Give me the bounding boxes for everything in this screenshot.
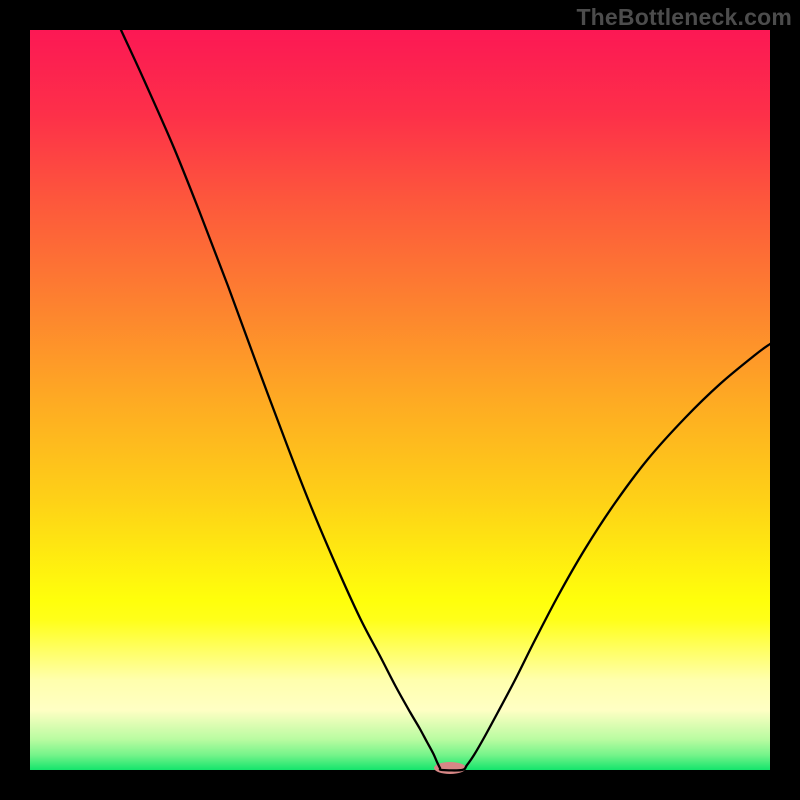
plot-background bbox=[30, 30, 770, 770]
bottleneck-curve-chart bbox=[0, 0, 800, 800]
chart-stage: TheBottleneck.com bbox=[0, 0, 800, 800]
watermark-text: TheBottleneck.com bbox=[576, 4, 792, 31]
